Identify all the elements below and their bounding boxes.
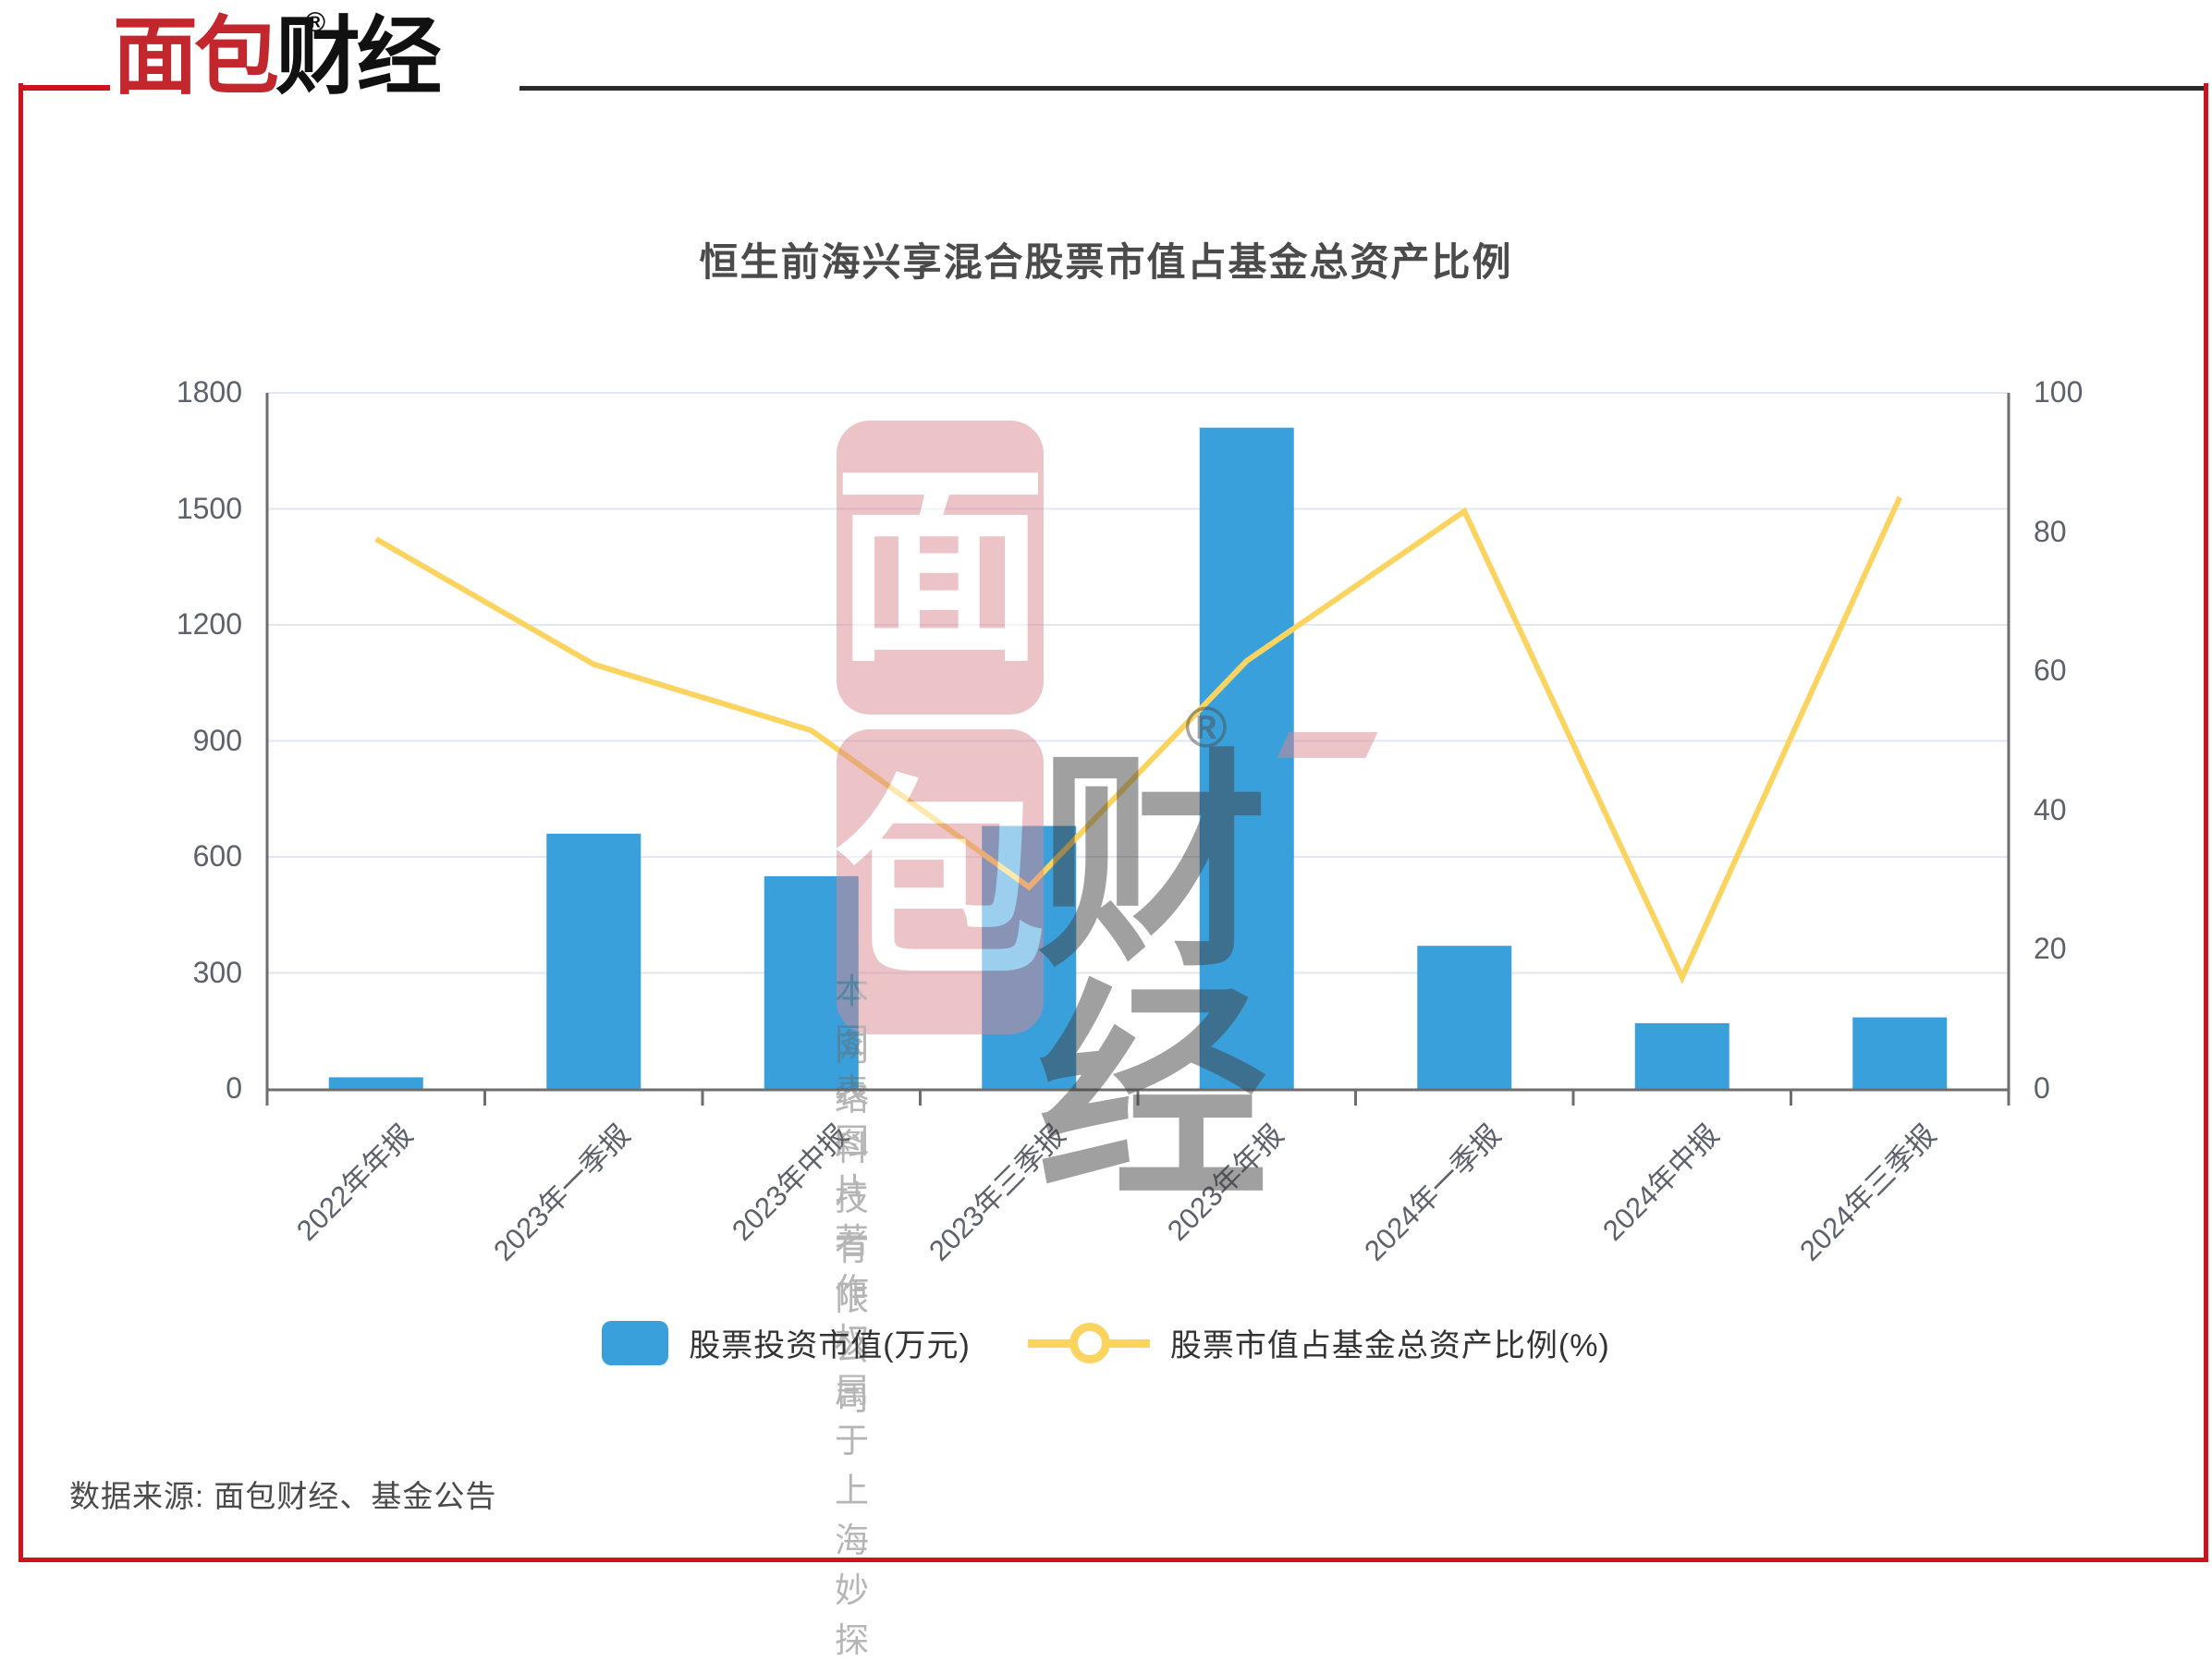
brand-logo: 面包 财经 [113, 6, 442, 109]
right-axis-tick-label: 20 [2034, 932, 2067, 966]
logo-left-dash [22, 85, 110, 91]
brand-logo-red-text: 面包 [113, 10, 279, 104]
frame-border-left [18, 83, 23, 1562]
data-source: 数据来源: 面包财经、基金公告 [69, 1479, 497, 1513]
brand-logo-black-text: 财经 [275, 10, 442, 104]
right-axis-tick-label: 0 [2034, 1071, 2050, 1105]
left-axis-tick-label: 1200 [176, 607, 242, 641]
chart-legend: 股票投资市值(万元) 股票市值占基金总资产比例(%) [0, 1320, 2212, 1365]
legend-bar-swatch [602, 1320, 669, 1365]
bar-2024年三季报 [1852, 1017, 1948, 1089]
bar-2024年中报 [1634, 1022, 1729, 1089]
chart-title: 恒生前海兴享混合股票市值占基金总资产比例 [699, 240, 1513, 284]
legend-line-ring-icon [1069, 1322, 1110, 1363]
right-axis-tick-label: 100 [2034, 375, 2084, 409]
bar-2023年年报 [1199, 427, 1294, 1089]
bar-2023年中报 [764, 875, 859, 1089]
left-axis-tick-label: 0 [226, 1071, 242, 1105]
left-axis-tick-label: 600 [192, 839, 242, 873]
left-axis-tick-label: 1800 [176, 375, 242, 409]
legend-line-label: 股票市值占基金总资产比例(%) [1169, 1328, 1610, 1363]
bar-2024年一季报 [1417, 946, 1512, 1089]
ratio-line-series [374, 495, 1902, 984]
registered-mark-icon: ® [305, 7, 326, 38]
header-rule [519, 86, 2204, 91]
bar-2023年一季报 [546, 833, 642, 1089]
left-axis-tick-label: 300 [192, 955, 242, 989]
legend-bar-label: 股票投资市值(万元) [689, 1328, 971, 1363]
right-axis-tick-label: 80 [2034, 514, 2067, 548]
frame-border-bottom [18, 1558, 2208, 1562]
right-axis-tick-label: 60 [2034, 654, 2067, 688]
left-axis-tick-label: 900 [192, 723, 242, 757]
legend-line-marker [1027, 1321, 1150, 1365]
right-axis-tick-label: 40 [2034, 792, 2067, 826]
bar-2022年年报 [328, 1077, 423, 1089]
frame-border-right [2204, 83, 2208, 1562]
combo-bar-line-chart [265, 392, 2010, 1106]
left-axis-tick-label: 1500 [176, 491, 242, 525]
